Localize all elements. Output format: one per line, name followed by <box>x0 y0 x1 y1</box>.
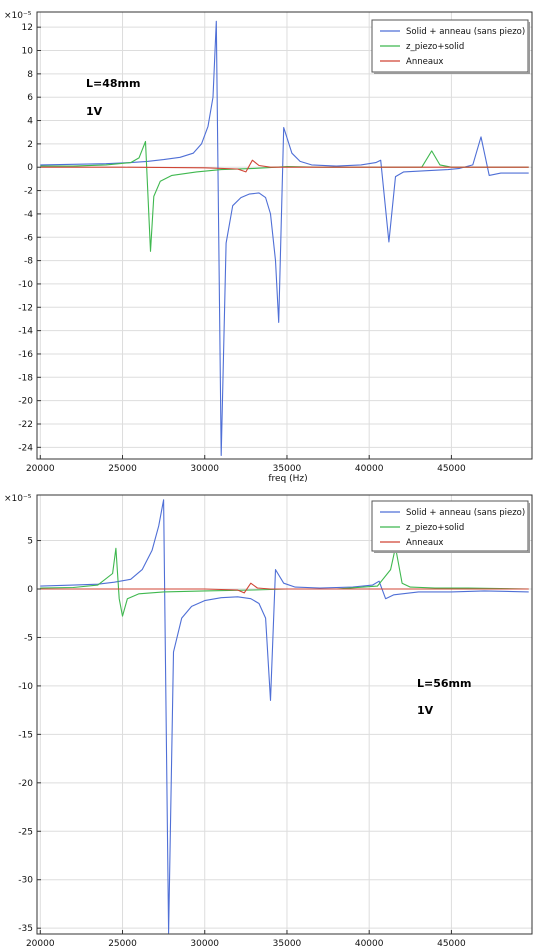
series-line-solid-anneau-sans-piezo <box>40 20 529 457</box>
legend-entry: Anneaux <box>406 538 443 548</box>
plot-frame <box>36 494 533 935</box>
legend-entry: Anneaux <box>406 57 443 67</box>
legend: Solid + anneau (sans piezo) z_piezo+solid… <box>371 500 530 553</box>
x-tick-label: 20000 <box>26 464 55 474</box>
annotation-voltage: 1V <box>417 704 434 717</box>
y-tick-label: 5 <box>27 537 33 547</box>
y-tick-label: -8 <box>24 257 33 267</box>
y-tick-label: 0 <box>27 163 33 173</box>
chart-l48: 20000 25000 30000 35000 40000 45000 12 10 8 6 4 2 0 -… <box>0 0 540 487</box>
series-line-z-piezo-solid <box>40 140 529 252</box>
x-tick-label: 45000 <box>437 464 466 474</box>
y-tick-label: -4 <box>24 210 33 220</box>
x-tick-label: 25000 <box>108 464 137 474</box>
y-tick-label: -35 <box>18 924 33 934</box>
x-tick-label: 20000 <box>26 939 55 949</box>
series-lines <box>40 499 529 934</box>
y-tick-label: -5 <box>24 633 33 643</box>
grid-lines <box>37 12 532 459</box>
axes-frame <box>36 11 533 460</box>
plot-background <box>0 0 540 487</box>
y-tick-label: -14 <box>18 327 33 337</box>
y-tick-label: 8 <box>27 70 33 80</box>
y-tick-label: -25 <box>18 827 33 837</box>
y-tick-label: -22 <box>18 420 33 430</box>
y-tick-label: -30 <box>18 876 33 886</box>
y-tick-label: -6 <box>24 233 33 243</box>
series-line-z-piezo-solid <box>40 546 529 617</box>
x-tick-label: 45000 <box>437 939 466 949</box>
series-lines <box>40 20 529 457</box>
x-tick-label: 40000 <box>355 464 384 474</box>
x-axis-label: freq (Hz) <box>268 474 307 484</box>
x-tick-label: 30000 <box>190 939 219 949</box>
legend-shadow <box>374 72 530 74</box>
tick-labels: 20000 25000 30000 35000 40000 45000 5 0 -5 -10 -15… <box>18 537 466 949</box>
tick-labels: 20000 25000 30000 35000 40000 45000 12 10 8 6 4 2 0 -… <box>18 23 466 474</box>
y-tick-label: -10 <box>18 280 33 290</box>
y-tick-label: -18 <box>18 373 33 383</box>
y-tick-label: 10 <box>22 47 34 57</box>
y-tick-label: -20 <box>18 397 33 407</box>
y-exponent-label: ×10⁻⁵ <box>4 494 32 504</box>
y-exponent-label: ×10⁻⁵ <box>4 11 32 21</box>
y-tick-label: 6 <box>27 93 33 103</box>
annotation-voltage: 1V <box>86 105 103 118</box>
plot-frame <box>36 11 533 460</box>
y-tick-label: -15 <box>18 730 33 740</box>
legend-entry: Solid + anneau (sans piezo) <box>406 508 525 518</box>
legend-shadow <box>528 22 530 74</box>
x-tick-label: 25000 <box>108 939 137 949</box>
y-tick-label: -20 <box>18 779 33 789</box>
legend-entry: z_piezo+solid <box>406 42 464 52</box>
y-tick-label: 12 <box>22 23 33 33</box>
annotation-length: L=48mm <box>86 77 140 90</box>
legend: Solid + anneau (sans piezo) z_piezo+solid… <box>371 19 530 74</box>
y-tick-label: 0 <box>27 585 33 595</box>
series-line-solid-anneau-sans-piezo <box>40 499 529 934</box>
y-tick-label: -24 <box>18 443 33 453</box>
y-tick-label: 2 <box>27 140 33 150</box>
series-line-anneaux <box>40 159 529 173</box>
y-tick-label: 4 <box>27 117 33 127</box>
x-tick-label: 40000 <box>355 939 384 949</box>
legend-entry: z_piezo+solid <box>406 523 464 533</box>
chart-l56: 20000 25000 30000 35000 40000 45000 5 0 -5 -10 -15… <box>0 487 540 949</box>
annotation-length: L=56mm <box>417 677 471 690</box>
x-tick-label: 35000 <box>273 464 302 474</box>
x-tick-label: 35000 <box>273 939 302 949</box>
axes-frame <box>36 494 533 935</box>
y-tick-label: -10 <box>18 682 33 692</box>
legend-entry: Solid + anneau (sans piezo) <box>406 27 525 37</box>
y-tick-label: -12 <box>18 303 33 313</box>
plot-background <box>0 487 540 949</box>
legend-shadow <box>528 503 530 553</box>
series-line-anneaux <box>40 582 529 594</box>
y-tick-label: -16 <box>18 350 33 360</box>
x-tick-label: 30000 <box>190 464 219 474</box>
y-tick-label: -2 <box>24 187 33 197</box>
legend-shadow <box>374 551 530 553</box>
